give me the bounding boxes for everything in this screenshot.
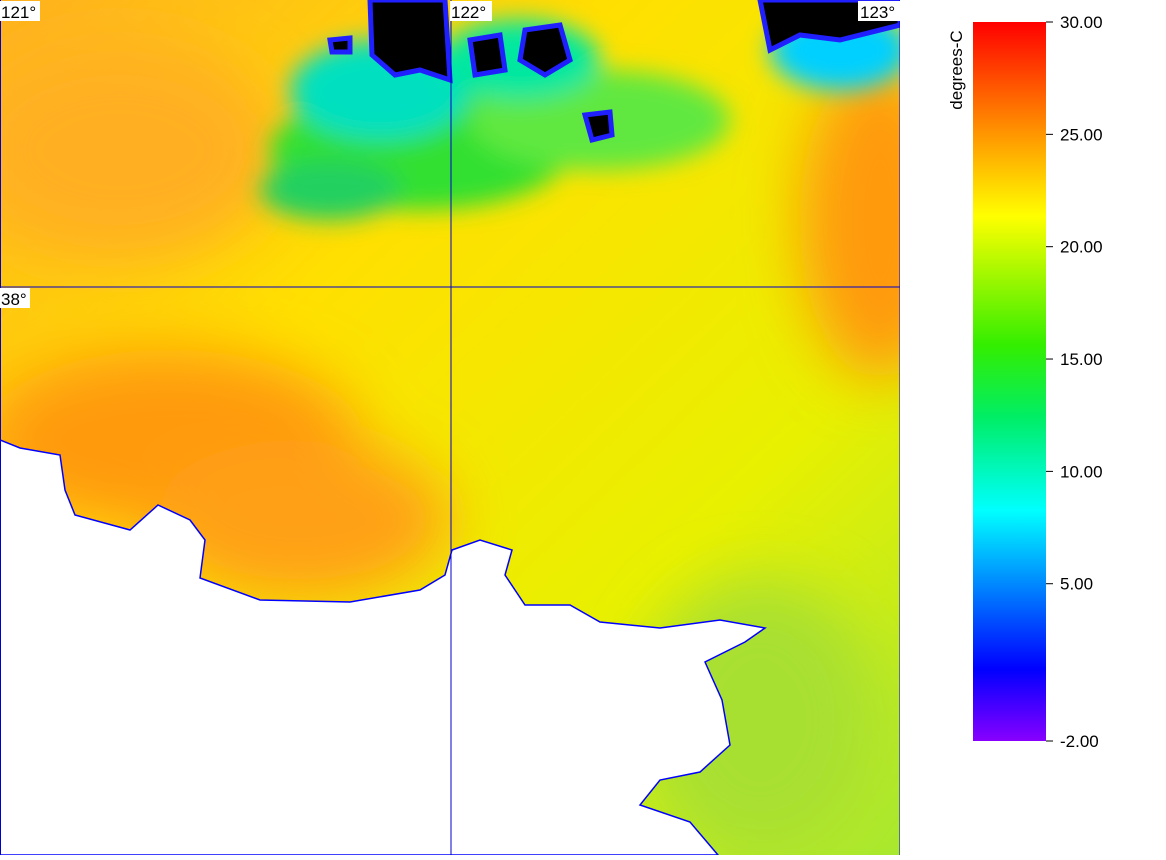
cloud [467, 32, 508, 78]
colorbar-tick-label: 30.00 [1060, 13, 1103, 32]
label-bg [858, 1, 900, 21]
label-bg [0, 288, 30, 308]
cloud [327, 35, 353, 55]
lat-label: 38° [1, 290, 27, 309]
colorbar-tick-label: 10.00 [1060, 462, 1103, 481]
warm-patch [800, 60, 900, 380]
colorbar-label: degrees-C [947, 30, 966, 109]
cloud-mask [327, 0, 900, 144]
colorbar [973, 22, 1046, 741]
cool-patch [260, 160, 400, 220]
colorbar-tick-label: 20.00 [1060, 238, 1103, 257]
cloud [581, 109, 615, 144]
colorbar-tick-label: 5.00 [1060, 575, 1093, 594]
label-bg [450, 1, 492, 21]
lon-label: 122° [451, 3, 486, 22]
warm-patch [150, 440, 450, 600]
lon-label: 123° [860, 3, 895, 22]
colorbar-tick-label: 25.00 [1060, 125, 1103, 144]
lon-label: 121° [1, 3, 36, 22]
warm-patch [0, 40, 280, 260]
sst-field [0, 0, 900, 855]
colorbar-tick-label: 15.00 [1060, 350, 1103, 369]
cloud [517, 22, 573, 78]
colorbar-tick-label: -2.00 [1060, 732, 1099, 751]
cloud [367, 0, 453, 84]
label-bg [0, 1, 40, 21]
land [0, 439, 767, 855]
